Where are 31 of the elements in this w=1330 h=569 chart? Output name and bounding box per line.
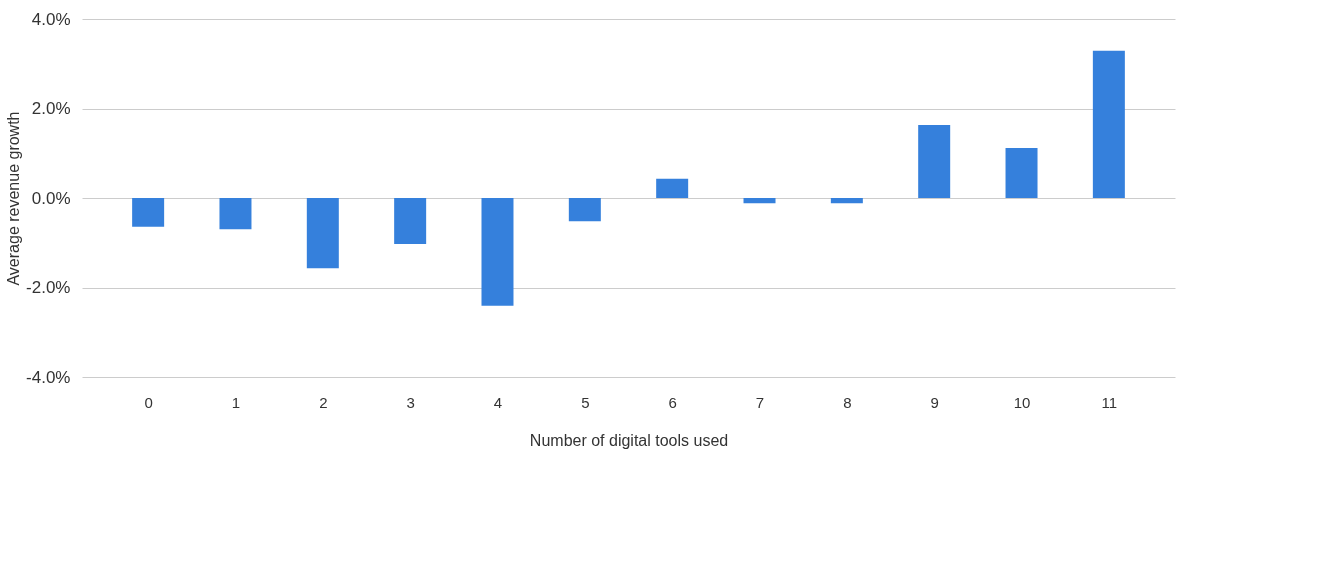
x-tick-label: 9 — [930, 393, 939, 411]
x-tick-label: 4 — [493, 393, 503, 411]
x-tick-label: 11 — [1101, 393, 1118, 411]
x-tick-label: 0 — [144, 393, 153, 411]
x-tick-label: 2 — [319, 393, 328, 411]
bar — [394, 198, 427, 245]
bar — [918, 125, 951, 198]
y-tick-label: 4.0% — [31, 9, 71, 29]
bar — [656, 178, 689, 198]
bar — [568, 198, 601, 222]
x-tick-label: 3 — [406, 393, 415, 411]
bar — [743, 198, 776, 204]
x-tick-label: 1 — [231, 393, 241, 411]
bar — [132, 198, 165, 227]
bar — [481, 198, 514, 306]
bar — [1092, 50, 1125, 198]
x-tick-label: 6 — [668, 393, 677, 411]
y-axis-title: Average revenue growth — [5, 111, 23, 286]
bar — [219, 198, 252, 230]
x-tick-label: 5 — [581, 393, 590, 411]
x-tick-label: 10 — [1013, 393, 1031, 411]
y-tick-label: 2.0% — [31, 99, 71, 118]
bar — [306, 198, 339, 269]
bar — [830, 198, 863, 204]
x-tick-label: 7 — [755, 393, 765, 411]
y-tick-label: -2.0% — [26, 278, 71, 297]
x-axis-title: Number of digital tools used — [529, 431, 729, 449]
bar — [1005, 147, 1038, 198]
x-tick-label: 8 — [843, 393, 852, 411]
y-tick-label: 0.0% — [31, 188, 71, 208]
y-tick-label: -4.0% — [26, 367, 71, 387]
